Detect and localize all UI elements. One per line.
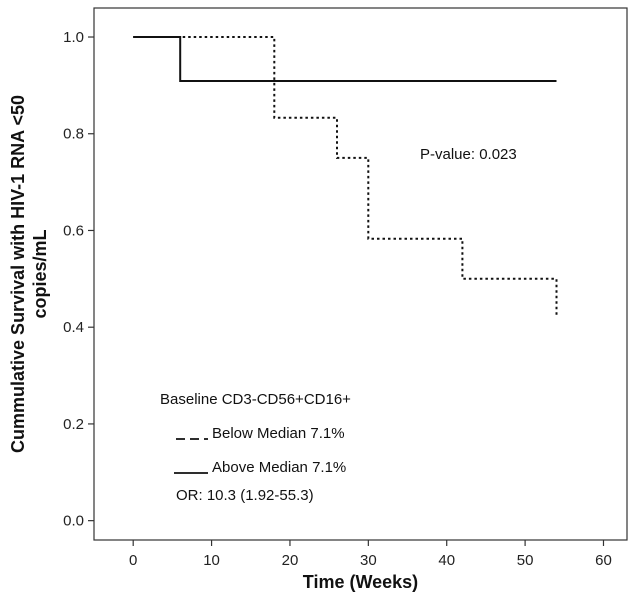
y-axis-title-line-2: copies/mL — [30, 229, 50, 318]
series-line-below-median — [133, 36, 558, 318]
x-tick-label: 0 — [129, 552, 137, 569]
y-tick-label: 1.0 — [63, 29, 84, 46]
y-tick-label: 0.4 — [63, 319, 84, 336]
p-value-annotation: P-value: 0.023 — [420, 146, 517, 163]
y-tick-label: 0.0 — [63, 513, 84, 530]
x-tick-label: 20 — [282, 552, 299, 569]
legend-title: Baseline CD3-CD56+CD16+ — [160, 391, 351, 408]
y-tick-label: 0.8 — [63, 126, 84, 143]
series-line-above-median — [133, 36, 557, 82]
x-tick-label: 60 — [595, 552, 612, 569]
chart-axes: 0 10 20 30 40 50 60 0.0 0.2 0.4 0.6 0.8 1.0 — [63, 7, 628, 569]
legend-label-above-median: Above Median 7.1% — [212, 459, 346, 476]
x-tick-label: 40 — [438, 552, 455, 569]
x-axis-title: Time (Weeks) — [303, 572, 418, 592]
legend-label-below-median: Below Median 7.1% — [212, 425, 345, 442]
odds-ratio-annotation: OR: 10.3 (1.92-55.3) — [176, 487, 314, 504]
x-tick-label: 50 — [517, 552, 534, 569]
x-tick-label: 30 — [360, 552, 377, 569]
plot-frame — [93, 7, 628, 541]
chart-annotations: P-value: 0.023 Baseline CD3-CD56+CD16+ B… — [160, 146, 517, 504]
chart-series — [133, 36, 558, 318]
y-tick-label: 0.6 — [63, 222, 84, 239]
x-tick-label: 10 — [203, 552, 220, 569]
y-tick-label: 0.2 — [63, 416, 84, 433]
y-axis-title-line-1: Cummulative Survival with HIV-1 RNA <50 — [8, 95, 28, 453]
